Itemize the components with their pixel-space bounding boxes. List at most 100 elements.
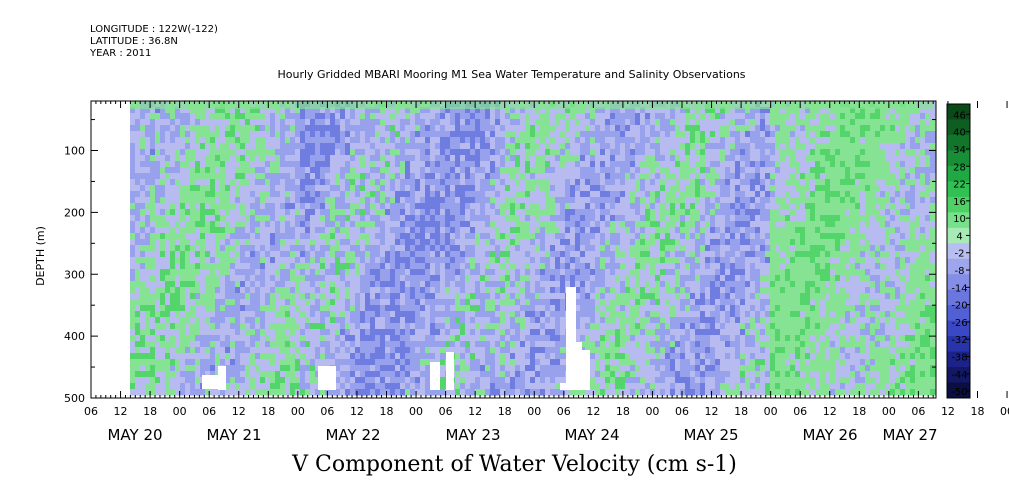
heatmap-cell xyxy=(410,221,416,228)
heatmap-cell xyxy=(215,269,221,276)
heatmap-cell xyxy=(330,263,336,270)
heatmap-cell xyxy=(150,179,156,186)
heatmap-cell xyxy=(300,233,306,240)
heatmap-cell xyxy=(135,185,141,192)
heatmap-cell xyxy=(490,323,496,330)
heatmap-cell xyxy=(495,215,501,222)
heatmap-cell xyxy=(145,173,151,180)
heatmap-cell xyxy=(445,311,451,318)
heatmap-cell xyxy=(255,113,261,120)
heatmap-cell xyxy=(315,281,321,288)
heatmap-cell xyxy=(540,389,546,396)
heatmap-cell xyxy=(215,185,221,192)
heatmap-cell xyxy=(545,341,551,348)
heatmap-cell xyxy=(415,371,421,378)
heatmap-cell xyxy=(600,263,606,270)
heatmap-cell xyxy=(515,125,521,132)
heatmap-cell xyxy=(425,107,431,114)
heatmap-cell xyxy=(245,335,251,342)
heatmap-cell xyxy=(600,239,606,246)
heatmap-cell xyxy=(600,377,606,384)
heatmap-cell xyxy=(485,287,491,294)
heatmap-cell xyxy=(620,317,626,324)
heatmap-cell xyxy=(360,239,366,246)
heatmap-cell xyxy=(635,233,641,240)
heatmap-cell xyxy=(465,329,471,336)
heatmap-cell xyxy=(545,359,551,366)
heatmap-cell xyxy=(520,299,526,306)
heatmap-cell xyxy=(355,113,361,120)
heatmap-cell xyxy=(240,305,246,312)
heatmap-cell xyxy=(540,257,546,264)
heatmap-cell xyxy=(580,215,586,222)
heatmap-cell xyxy=(530,341,536,348)
heatmap-cell xyxy=(185,119,191,126)
heatmap-cell xyxy=(275,191,281,198)
heatmap-cell xyxy=(135,221,141,228)
heatmap-cell xyxy=(415,137,421,144)
heatmap-cell xyxy=(370,287,376,294)
heatmap-cell xyxy=(365,227,371,234)
heatmap-cell xyxy=(355,161,361,168)
heatmap-cell xyxy=(380,185,386,192)
heatmap-cell xyxy=(520,353,526,360)
heatmap-cell xyxy=(270,317,276,324)
heatmap-cell xyxy=(490,245,496,252)
heatmap-cell xyxy=(320,125,326,132)
heatmap-cell xyxy=(575,335,581,342)
heatmap-cell xyxy=(365,311,371,318)
heatmap-cell xyxy=(590,323,596,330)
heatmap-cell xyxy=(145,227,151,234)
heatmap-cell xyxy=(150,317,156,324)
heatmap-cell xyxy=(195,221,201,228)
heatmap-cell xyxy=(310,359,316,366)
heatmap-cell xyxy=(480,131,486,138)
heatmap-cell xyxy=(510,107,516,114)
heatmap-cell xyxy=(430,125,436,132)
heatmap-cell xyxy=(585,269,591,276)
heatmap-cell xyxy=(425,245,431,252)
heatmap-cell xyxy=(250,155,256,162)
heatmap-cell xyxy=(180,263,186,270)
heatmap-cell xyxy=(260,203,266,210)
heatmap-cell xyxy=(460,107,466,114)
heatmap-cell xyxy=(585,251,591,258)
heatmap-cell xyxy=(555,353,561,360)
heatmap-cell xyxy=(630,353,636,360)
heatmap-cell xyxy=(405,137,411,144)
heatmap-cell xyxy=(550,125,556,132)
heatmap-cell xyxy=(475,341,481,348)
heatmap-cell xyxy=(320,239,326,246)
heatmap-cell xyxy=(580,125,586,132)
heatmap-cell xyxy=(220,323,226,330)
heatmap-cell xyxy=(130,251,136,258)
heatmap-cell xyxy=(520,137,526,144)
heatmap-cell xyxy=(340,245,346,252)
heatmap-cell xyxy=(265,377,271,384)
heatmap-cell xyxy=(365,293,371,300)
heatmap-cell xyxy=(510,227,516,234)
heatmap-cell xyxy=(610,293,616,300)
heatmap-cell xyxy=(210,359,216,366)
heatmap-cell xyxy=(295,329,301,336)
heatmap-cell xyxy=(345,293,351,300)
heatmap-cell xyxy=(635,329,641,336)
heatmap-cell xyxy=(225,137,231,144)
heatmap-cell xyxy=(500,281,506,288)
heatmap-cell xyxy=(530,203,536,210)
heatmap-cell xyxy=(445,197,451,204)
heatmap-cell xyxy=(530,173,536,180)
heatmap-cell xyxy=(285,299,291,306)
heatmap-cell xyxy=(630,335,636,342)
heatmap-cell xyxy=(490,167,496,174)
heatmap-cell xyxy=(440,293,446,300)
heatmap-cell xyxy=(225,173,231,180)
heatmap-cell xyxy=(450,275,456,282)
heatmap-cell xyxy=(525,269,531,276)
heatmap-cell xyxy=(235,257,241,264)
heatmap-cell xyxy=(510,377,516,384)
heatmap-cell xyxy=(440,107,446,114)
heatmap-cell xyxy=(315,347,321,354)
heatmap-cell xyxy=(390,221,396,228)
heatmap-cell xyxy=(635,167,641,174)
